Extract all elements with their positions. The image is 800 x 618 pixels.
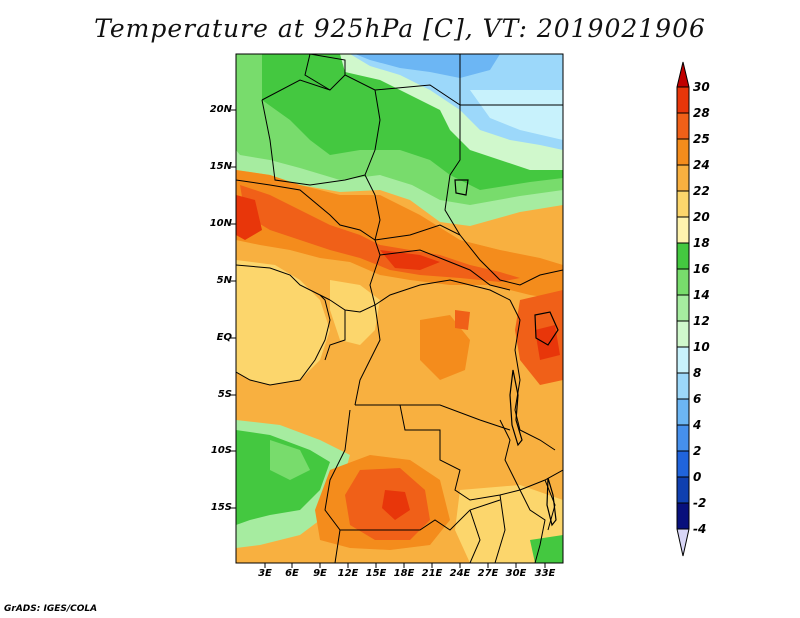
lon-label: 27E — [477, 568, 499, 579]
field-band-22-20-c — [330, 280, 380, 345]
field-band-10-8 — [470, 90, 563, 140]
lat-label: 5S — [217, 389, 232, 400]
lat-label: 5N — [216, 275, 232, 286]
colorbar-label: 28 — [693, 106, 710, 120]
colorbar — [676, 61, 690, 557]
lat-ticks — [231, 109, 236, 509]
colorbar-label: 30 — [693, 80, 710, 94]
lake-victoria — [534, 311, 559, 346]
field-band-16-14-s — [270, 440, 310, 480]
colorbar-cell-4 — [677, 165, 689, 191]
colorbar-cell-16 — [677, 477, 689, 503]
lon-label: 24E — [449, 568, 471, 579]
field-band-30-28 — [236, 195, 262, 240]
field-band-18-16-se — [530, 535, 563, 563]
field-band-30-28-s — [382, 490, 410, 520]
colorbar-cell-2 — [677, 113, 689, 139]
field-band-28-25-basin — [455, 310, 470, 330]
lon-label: 30E — [505, 568, 527, 579]
colorbar-label: 14 — [693, 288, 710, 302]
lake-malawi — [546, 477, 557, 527]
lon-label: 21E — [421, 568, 443, 579]
colorbar-label: 25 — [693, 132, 710, 146]
colorbar-cell-11 — [677, 347, 689, 373]
map-frame — [235, 53, 564, 564]
colorbar-label: 10 — [693, 340, 710, 354]
colorbar-cell-10 — [677, 321, 689, 347]
colorbar-label: 4 — [693, 418, 702, 432]
colorbar-cell-6 — [677, 217, 689, 243]
field-band-18-16-s — [236, 430, 330, 525]
lon-label: 15E — [365, 568, 387, 579]
colorbar-cell-12 — [677, 373, 689, 399]
lakes — [454, 179, 559, 527]
grads-credit: GrADS: IGES/COLA — [4, 604, 98, 614]
colorbar-cell-13 — [677, 399, 689, 425]
field-band-30-28-e — [535, 325, 560, 360]
lon-label: 6E — [285, 568, 299, 579]
colorbar-cell-1 — [677, 87, 689, 113]
lon-label: 18E — [393, 568, 415, 579]
colorbar-label: 8 — [693, 366, 702, 380]
lake-tanganyika — [509, 369, 523, 447]
field-band-30-28-b — [380, 250, 440, 270]
colorbar-cell-3 — [677, 139, 689, 165]
colorbar-label: -4 — [693, 522, 707, 536]
colorbar-cell-15 — [677, 451, 689, 477]
colorbar-label: 18 — [693, 236, 710, 250]
lon-label: 33E — [534, 568, 556, 579]
field-band-22-20-w — [236, 260, 330, 385]
colorbar-cell-17 — [677, 503, 689, 529]
lat-label: EQ — [216, 332, 232, 343]
colorbar-label: 16 — [693, 262, 710, 276]
lon-label: 9E — [313, 568, 327, 579]
colorbar-cell-bottom — [677, 529, 689, 556]
map-title: Temperature at 925hPa [C], VT: 201902190… — [94, 14, 706, 43]
colorbar-cell-8 — [677, 269, 689, 295]
lon-ticks — [264, 563, 546, 568]
lon-label: 12E — [337, 568, 359, 579]
colorbar-label: -2 — [693, 496, 707, 510]
colorbar-cell-7 — [677, 243, 689, 269]
field-band-6-4 — [355, 54, 500, 78]
colorbar-label: 20 — [693, 210, 710, 224]
temperature-field — [236, 54, 563, 563]
lake-chad — [454, 179, 469, 196]
field-band-8-6 — [350, 54, 563, 150]
lat-label: 10S — [210, 445, 232, 456]
field-band-25-24-basin — [420, 315, 470, 380]
colorbar-cell-9 — [677, 295, 689, 321]
lat-label: 15S — [210, 502, 232, 513]
colorbar-label: 6 — [693, 392, 702, 406]
colorbar-label: 22 — [693, 184, 710, 198]
lon-label: 3E — [258, 568, 272, 579]
lat-label: 20N — [209, 104, 232, 115]
colorbar-cell-top — [677, 62, 689, 87]
colorbar-cell-14 — [677, 425, 689, 451]
lat-label: 15N — [209, 161, 232, 172]
field-band-25-24 — [236, 170, 563, 300]
colorbar-cell-5 — [677, 191, 689, 217]
colorbar-label: 0 — [693, 470, 702, 484]
lat-label: 10N — [209, 218, 232, 229]
colorbar-label: 2 — [693, 444, 702, 458]
colorbar-label: 12 — [693, 314, 710, 328]
colorbar-label: 24 — [693, 158, 710, 172]
